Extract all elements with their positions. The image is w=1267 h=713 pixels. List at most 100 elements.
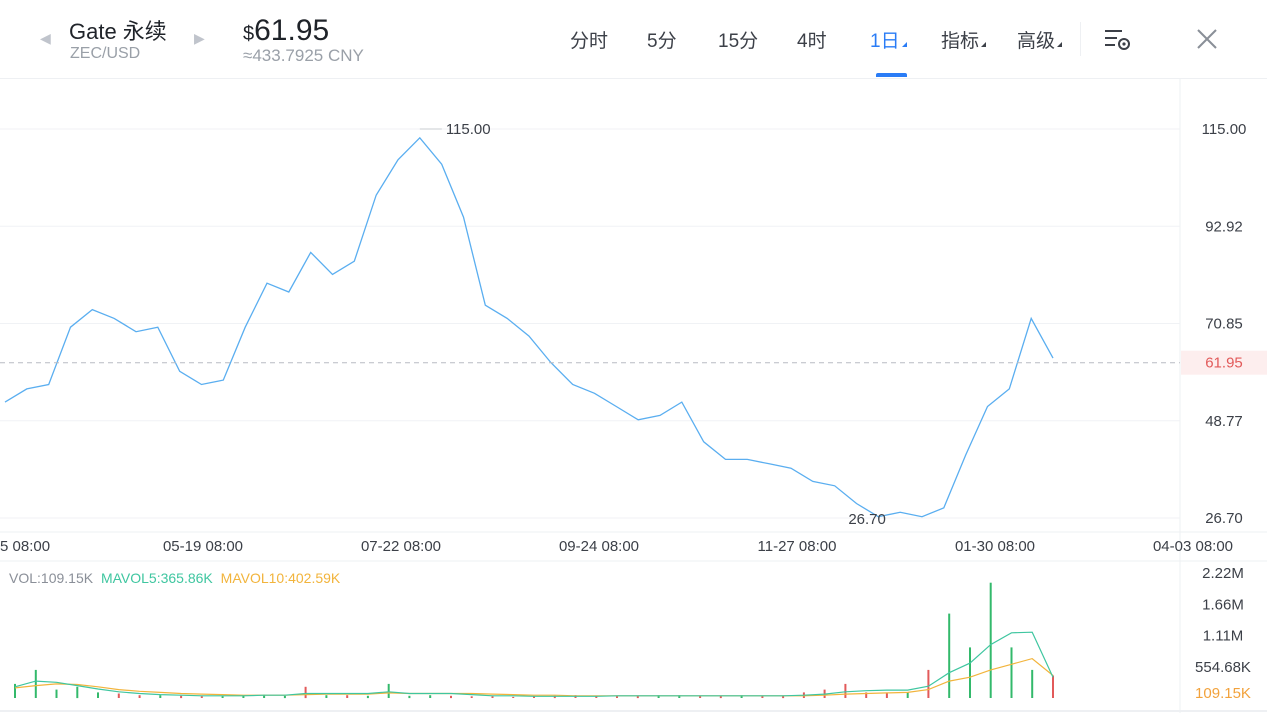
current-price-label: 61.95	[1205, 355, 1243, 372]
volume-bar	[948, 613, 951, 698]
volume-bar	[283, 695, 286, 699]
last-price: $61.95	[243, 14, 329, 48]
tab-advanced[interactable]: 高级	[1017, 26, 1063, 53]
exchange-label: Gate 永续	[69, 19, 167, 44]
volume-bar	[470, 696, 473, 698]
volume-bar	[97, 692, 99, 698]
volume-bar	[34, 669, 37, 698]
current-volume-label: 109.15K	[1195, 685, 1251, 702]
x-tick-label: 11-27 08:00	[758, 538, 837, 555]
price-tick-label: 115.00	[1202, 121, 1247, 138]
x-tick-label: 09-24 08:00	[559, 538, 639, 555]
vol-legend-item: VOL:109.15K	[9, 570, 94, 586]
price-tick-label: 70.85	[1205, 316, 1243, 333]
caret-icon	[981, 42, 987, 47]
volume-bar	[699, 696, 702, 698]
volume-legend: VOL:109.15K MAVOL5:365.86K MAVOL10:402.5…	[9, 570, 344, 586]
volume-bar	[1052, 675, 1054, 698]
volume-bar	[200, 696, 203, 698]
volume-tick-label: 1.66M	[1202, 597, 1244, 614]
volume-bar	[782, 695, 785, 699]
volume-bar	[927, 669, 930, 698]
volume-bar	[180, 695, 183, 699]
volume-bar	[242, 695, 245, 698]
tab-1d[interactable]: 1日	[870, 26, 907, 53]
mavol10-line	[14, 657, 1054, 697]
close-icon[interactable]	[1196, 28, 1218, 50]
chart-settings-icon[interactable]	[1104, 28, 1132, 52]
volume-bar	[553, 695, 556, 699]
volume-bar	[761, 696, 764, 698]
pair-label: ZEC/USD	[70, 45, 141, 62]
x-tick-label: 01-30 08:00	[955, 538, 1035, 555]
volume-bar	[678, 695, 681, 698]
tab-5min[interactable]: 5分	[647, 31, 677, 52]
tab-fenshi[interactable]: 分时	[570, 31, 609, 52]
current-price-badge	[1181, 350, 1267, 375]
x-tick-label: 5 08:00	[0, 538, 50, 555]
volume-bar	[844, 683, 847, 698]
x-tick-label: 05-19 08:00	[163, 538, 243, 555]
tab-indicators[interactable]: 指标	[941, 26, 987, 53]
volume-bar	[906, 692, 909, 698]
x-tick-label: 04-03 08:00	[1153, 538, 1233, 555]
volume-bar	[595, 696, 598, 698]
volume-bar	[14, 683, 16, 698]
volume-bar	[450, 695, 452, 699]
min-price-annotation: 26.70	[848, 511, 886, 528]
tab-15min[interactable]: 15分	[718, 31, 759, 52]
active-tab-indicator	[876, 73, 907, 77]
price-tick-label: 48.77	[1205, 413, 1243, 430]
volume-bar	[719, 695, 722, 699]
mavol10-legend-item: MAVOL10:402.59K	[220, 570, 341, 586]
price-cny: ≈433.7925 CNY	[243, 46, 364, 65]
chart-header: ◀ Gate 永续 ▶ ZEC/USD $61.95 ≈433.7925 CNY…	[0, 0, 1267, 79]
prev-arrow-icon[interactable]: ◀	[40, 30, 51, 46]
volume-bar	[429, 695, 432, 698]
volume-bar	[885, 693, 888, 698]
caret-icon	[901, 42, 907, 47]
volume-bar	[325, 695, 328, 698]
volume-bar	[740, 695, 743, 698]
volume-bar	[491, 696, 494, 698]
price-value: 61.95	[254, 14, 330, 47]
volume-tick-label: 2.22M	[1202, 565, 1244, 582]
currency-symbol: $	[243, 23, 255, 45]
volume-bar	[366, 695, 369, 699]
volume-bar	[138, 695, 141, 698]
price-tick-label: 26.70	[1205, 510, 1243, 527]
volume-bar	[989, 582, 992, 698]
price-tick-label: 92.92	[1205, 218, 1243, 235]
volume-bar	[636, 695, 639, 699]
price-line	[4, 136, 1054, 518]
tab-4h[interactable]: 4时	[797, 31, 827, 52]
volume-bar	[159, 695, 162, 698]
volume-bar	[657, 695, 660, 698]
max-price-annotation: 115.00	[446, 121, 491, 138]
price-chart: 115.00 92.92 70.85 48.77 26.70 61.95 115.00 26.…	[0, 78, 1267, 713]
mavol5-line	[14, 631, 1054, 697]
volume-bar	[387, 683, 390, 698]
volume-bar	[221, 696, 224, 698]
volume-bar	[346, 695, 349, 698]
volume-bar	[616, 696, 618, 698]
volume-tick-label: 554.68K	[1195, 659, 1251, 676]
volume-bar	[1010, 647, 1013, 698]
volume-bar	[512, 696, 515, 698]
caret-icon	[1057, 42, 1063, 47]
volume-bar	[1031, 669, 1034, 698]
mavol5-legend-item: MAVOL5:365.86K	[100, 570, 213, 586]
volume-bar	[304, 686, 307, 699]
volume-bar	[408, 695, 411, 699]
volume-bar	[865, 692, 868, 698]
next-arrow-icon[interactable]: ▶	[194, 30, 205, 46]
x-tick-label: 07-22 08:00	[361, 538, 441, 555]
volume-tick-label: 1.11M	[1203, 628, 1244, 645]
header-divider	[1080, 22, 1081, 56]
volume-bar	[533, 696, 535, 698]
volume-bar	[969, 647, 971, 698]
volume-bar	[117, 693, 120, 698]
volume-bar	[263, 694, 266, 698]
volume-bar	[55, 689, 58, 698]
volume-bar	[76, 686, 79, 699]
